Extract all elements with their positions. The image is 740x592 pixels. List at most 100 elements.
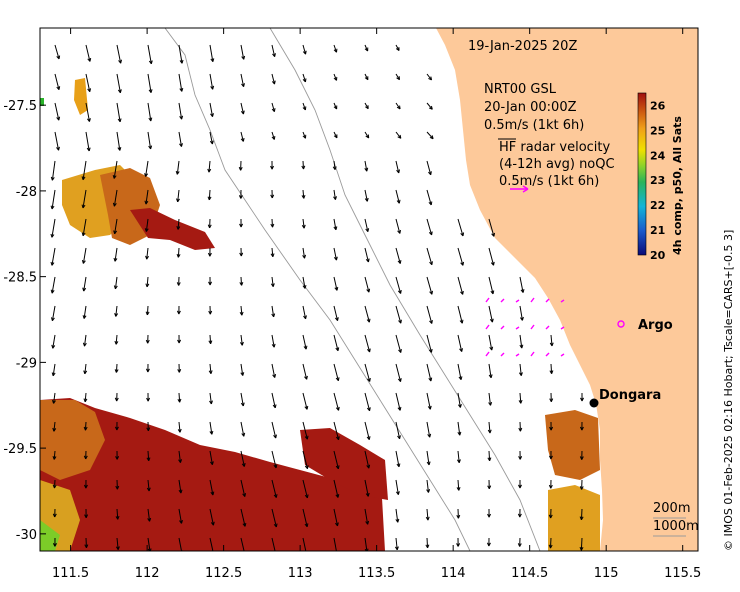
- current-arrow: [519, 334, 523, 349]
- current-arrow-head: [332, 166, 337, 170]
- current-arrow-head: [113, 285, 118, 290]
- current-arrow: [147, 73, 152, 93]
- current-arrow-head: [113, 230, 118, 235]
- current-arrow-head: [487, 513, 492, 518]
- current-arrow: [178, 392, 181, 403]
- current-arrow: [54, 131, 60, 151]
- current-arrow-head: [460, 290, 464, 295]
- current-arrow: [176, 160, 180, 175]
- current-arrow: [147, 131, 152, 150]
- current-arrow-head: [114, 397, 119, 402]
- hf-arrow: [530, 351, 535, 357]
- current-arrow-head: [366, 407, 371, 412]
- current-arrow: [364, 276, 370, 293]
- current-arrow-head: [364, 47, 369, 52]
- sst-patch-central-south: [300, 428, 388, 500]
- current-arrow-head: [366, 348, 371, 353]
- current-arrow: [364, 450, 370, 469]
- current-arrow: [580, 508, 583, 520]
- current-arrow: [488, 450, 491, 461]
- current-arrow-head: [114, 369, 119, 373]
- current-arrow-head: [334, 317, 339, 321]
- y-tick-label: -28.5: [3, 271, 37, 286]
- current-arrow-head: [305, 552, 308, 555]
- current-arrow-head: [333, 256, 338, 261]
- current-arrow: [580, 537, 583, 551]
- colorbar-tick-label: 21: [650, 224, 665, 237]
- current-arrow: [302, 305, 307, 319]
- current-arrow: [302, 276, 306, 289]
- current-arrow-head: [333, 134, 338, 139]
- current-arrow-head: [144, 200, 149, 205]
- current-arrow: [426, 276, 433, 295]
- current-arrow-head: [335, 406, 340, 411]
- current-arrow-head: [366, 464, 371, 469]
- current-arrow: [364, 392, 371, 411]
- current-arrow: [457, 247, 464, 266]
- current-arrow-head: [365, 134, 370, 139]
- current-arrow: [209, 102, 214, 117]
- current-arrow: [209, 131, 213, 145]
- current-arrow: [333, 450, 339, 469]
- current-arrow-head: [304, 375, 308, 380]
- current-arrow: [302, 160, 305, 170]
- x-tick-label: 112.5: [205, 566, 242, 581]
- current-arrow-head: [397, 134, 402, 139]
- current-arrow-head: [457, 404, 462, 408]
- current-arrow: [426, 334, 432, 353]
- current-arrow-head: [52, 513, 57, 518]
- current-arrow-head: [333, 196, 337, 200]
- current-arrow: [302, 189, 305, 199]
- current-arrow-head: [147, 548, 152, 551]
- current-arrow: [178, 479, 182, 494]
- x-tick-label: 113.5: [358, 566, 395, 581]
- current-arrow: [488, 421, 491, 434]
- current-arrow-head: [112, 202, 117, 207]
- current-arrow-head: [397, 378, 402, 382]
- current-arrow-head: [304, 494, 309, 499]
- x-tick-label: 114: [441, 566, 466, 581]
- current-arrow-head: [176, 310, 181, 315]
- current-arrow-head: [274, 553, 277, 556]
- current-arrow: [457, 421, 461, 436]
- current-arrow: [116, 44, 122, 64]
- current-arrow: [426, 479, 429, 493]
- current-arrow-head: [146, 457, 151, 462]
- current-arrow: [146, 247, 149, 260]
- current-arrow-head: [302, 78, 307, 83]
- current-arrow-head: [395, 491, 400, 495]
- current-arrow-head: [456, 543, 461, 547]
- current-arrow: [426, 421, 431, 438]
- current-arrow: [271, 131, 275, 140]
- current-arrow-head: [210, 521, 215, 526]
- current-arrow: [488, 218, 495, 237]
- current-arrow: [333, 276, 338, 291]
- current-arrow: [271, 508, 277, 528]
- current-arrow: [519, 276, 524, 293]
- current-arrow-head: [82, 287, 87, 292]
- current-arrow: [115, 334, 118, 345]
- current-arrow-head: [491, 232, 496, 237]
- current-arrow-head: [395, 518, 400, 523]
- current-arrow: [116, 73, 121, 93]
- current-arrow: [426, 305, 433, 324]
- current-arrow-head: [271, 343, 276, 348]
- current-arrow: [209, 537, 214, 551]
- current-arrow-head: [458, 376, 463, 380]
- current-arrow: [209, 508, 214, 526]
- current-arrow-head: [117, 146, 122, 151]
- current-arrow: [271, 537, 276, 551]
- current-arrow: [83, 334, 87, 347]
- hf-arrow: [545, 352, 550, 357]
- current-arrow: [208, 160, 211, 173]
- current-arrow-head: [397, 289, 402, 294]
- current-arrow-head: [518, 427, 523, 432]
- current-arrow: [333, 479, 339, 498]
- hf-arrow: [560, 326, 565, 330]
- current-arrow-head: [82, 342, 87, 347]
- current-arrow: [240, 392, 244, 407]
- current-arrow-head: [240, 402, 245, 407]
- colorbar-tick-label: 25: [650, 124, 665, 137]
- current-arrow: [426, 160, 432, 175]
- current-arrow: [116, 131, 121, 151]
